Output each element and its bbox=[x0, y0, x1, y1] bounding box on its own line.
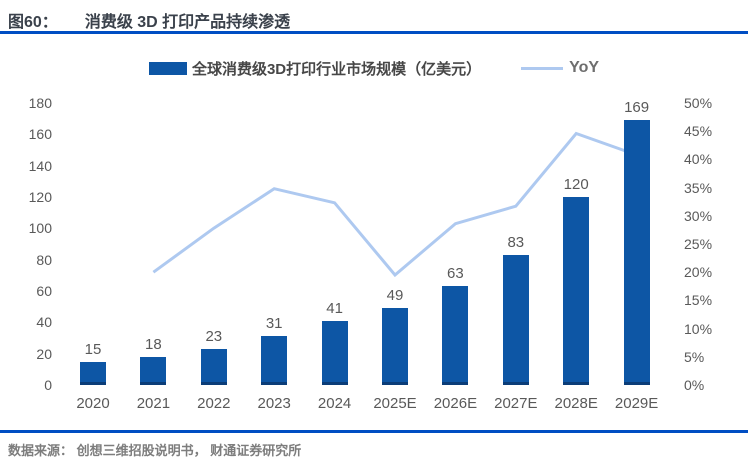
x-axis-label: 2024 bbox=[317, 395, 352, 412]
bar-2021 bbox=[140, 356, 167, 385]
bar-value-label: 120 bbox=[563, 176, 589, 193]
bar-2025E bbox=[382, 308, 408, 385]
left-axis-tick: 40 bbox=[36, 314, 52, 331]
bar-2023 bbox=[261, 336, 288, 385]
figure-number-label: 图60： bbox=[8, 14, 58, 31]
right-axis-tick: 5% bbox=[684, 348, 705, 365]
x-axis-label: 2022 bbox=[197, 395, 231, 412]
data-source: 数据来源： 创想三维招股说明书， 财通证券研究所 bbox=[8, 443, 302, 458]
bar-2028E bbox=[563, 197, 590, 385]
chart-legend: 全球消费级3D打印行业市场规模（亿美元） YoY bbox=[0, 58, 748, 78]
x-axis-label: 2020 bbox=[76, 395, 110, 412]
footer-divider bbox=[0, 430, 748, 433]
bar-value-label: 83 bbox=[507, 233, 525, 251]
right-axis-tick: 45% bbox=[684, 123, 713, 140]
right-axis-tick: 10% bbox=[684, 320, 713, 337]
left-axis-tick: 60 bbox=[36, 283, 52, 299]
bar-value-label: 63 bbox=[447, 265, 464, 283]
left-axis-tick: 100 bbox=[28, 220, 52, 237]
figure-header: 图60： 消费级 3D 打印产品持续渗透 bbox=[8, 8, 291, 31]
right-axis-tick: 30% bbox=[684, 207, 713, 224]
bar-value-label: 49 bbox=[386, 287, 404, 305]
x-axis-label: 2025E bbox=[373, 395, 417, 412]
line-series-swatch bbox=[521, 66, 564, 70]
bar-2022 bbox=[200, 348, 227, 385]
bar-value-label: 31 bbox=[265, 315, 283, 333]
left-axis-tick: 180 bbox=[28, 95, 52, 111]
bar-series-swatch bbox=[148, 61, 187, 75]
bar-2029E bbox=[623, 120, 650, 385]
left-axis-tick: 120 bbox=[28, 189, 52, 205]
left-axis-tick: 20 bbox=[36, 345, 52, 362]
bar-2026E bbox=[442, 286, 469, 385]
x-axis-label: 2021 bbox=[136, 395, 171, 412]
bar-series-label: 全球消费级3D打印行业市场规模（亿美元） bbox=[191, 60, 482, 78]
bar-value-label: 15 bbox=[84, 340, 102, 358]
right-axis-tick: 40% bbox=[684, 151, 713, 168]
right-axis-tick: 25% bbox=[684, 236, 713, 252]
right-axis-tick: 15% bbox=[684, 292, 713, 309]
bar-value-label: 18 bbox=[145, 335, 162, 353]
left-axis-tick: 80 bbox=[36, 251, 52, 268]
bar-value-label: 169 bbox=[624, 99, 650, 117]
bar-2027E bbox=[502, 254, 529, 385]
x-axis-label: 2023 bbox=[257, 395, 291, 412]
line-series-label: YoY bbox=[569, 59, 600, 76]
title-divider bbox=[0, 31, 748, 34]
yoy-line bbox=[152, 131, 638, 278]
bar-value-label: 41 bbox=[326, 299, 343, 317]
x-axis-label: 2029E bbox=[614, 395, 659, 412]
right-axis-tick: 20% bbox=[684, 264, 713, 281]
figure-title: 消费级 3D 打印产品持续渗透 bbox=[84, 14, 291, 31]
x-axis-label: 2026E bbox=[433, 395, 478, 412]
bar-2020 bbox=[80, 361, 106, 385]
bar-2024 bbox=[321, 320, 348, 385]
left-axis-tick: 140 bbox=[28, 157, 52, 174]
x-axis-label: 2027E bbox=[494, 395, 538, 412]
right-axis-tick: 50% bbox=[684, 95, 713, 111]
right-axis-tick: 35% bbox=[684, 179, 713, 196]
right-axis-tick: 0% bbox=[684, 377, 705, 393]
x-axis-label: 2028E bbox=[554, 395, 598, 412]
left-axis-tick: 0 bbox=[44, 377, 52, 393]
bar-value-label: 23 bbox=[205, 327, 223, 345]
left-axis-tick: 160 bbox=[28, 126, 52, 143]
